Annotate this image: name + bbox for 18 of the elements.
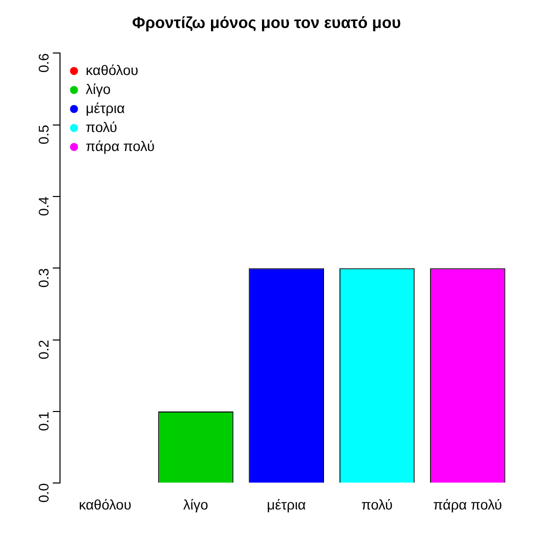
- x-tick-label: μέτρια: [266, 496, 306, 512]
- x-tick-label: καθόλου: [78, 496, 132, 512]
- legend-label: μέτρια: [86, 99, 125, 118]
- y-tick-label: 0.2: [36, 340, 52, 360]
- x-tick-label: λίγο: [183, 496, 208, 512]
- x-tick-label: πάρα πολύ: [433, 496, 502, 512]
- x-tick-label: πολύ: [361, 496, 393, 512]
- legend-label: λίγο: [86, 80, 111, 100]
- y-tick-label: 0.4: [36, 196, 52, 216]
- legend-label: πολύ: [86, 118, 118, 138]
- y-tick-label: 0.3: [36, 268, 52, 288]
- legend-label: καθόλου: [86, 61, 138, 80]
- y-tick-label: 0.0: [36, 482, 52, 503]
- y-tick-label: 0.6: [36, 52, 52, 73]
- y-tick-label: 0.1: [36, 411, 52, 431]
- legend-label: πάρα πολύ: [86, 137, 155, 156]
- y-tick-label: 0.5: [36, 124, 52, 144]
- chart-title: Φροντίζω μόνος μου τον ευατό μου: [132, 15, 401, 32]
